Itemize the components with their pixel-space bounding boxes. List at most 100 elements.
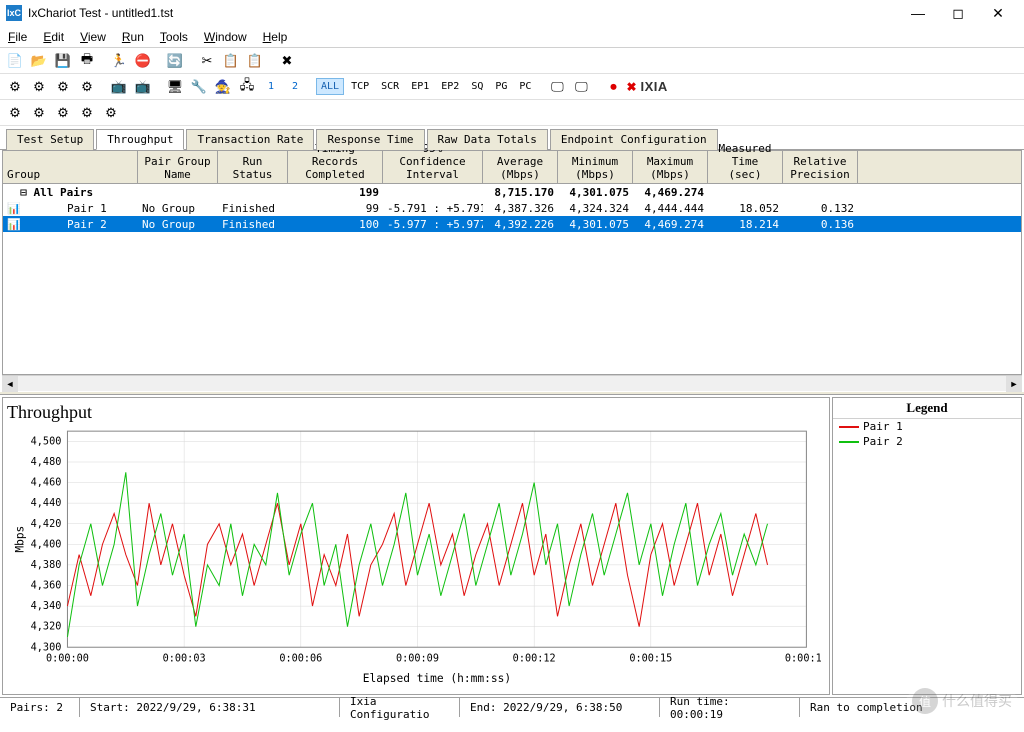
chart-area: Throughput 4,3004,3204,3404,3604,3804,40… xyxy=(0,395,1024,697)
tab-raw-data-totals[interactable]: Raw Data Totals xyxy=(427,129,548,150)
col-header[interactable]: Relative Precision xyxy=(783,151,858,183)
endpoint-icon[interactable]: ⚙ xyxy=(52,76,74,98)
cfg-icon[interactable]: 🔧 xyxy=(188,76,210,98)
net-icon[interactable]: ⚙ xyxy=(76,76,98,98)
tv1-icon[interactable]: 📺 xyxy=(108,76,130,98)
col-header[interactable]: Average (Mbps) xyxy=(483,151,558,183)
legend-item[interactable]: Pair 2 xyxy=(833,434,1021,449)
cycle-icon[interactable]: 🔄 xyxy=(164,50,186,72)
svg-text:4,460: 4,460 xyxy=(31,478,62,489)
col-header[interactable]: 95% Confidence Interval xyxy=(383,151,483,183)
t3-2-icon[interactable]: ⚙ xyxy=(28,102,50,124)
ixia-logo: ✖IXIA xyxy=(626,79,667,94)
summary-row[interactable]: ⊟ All Pairs1998,715.1704,301.0754,469.27… xyxy=(3,184,1021,200)
scroll-right-icon[interactable]: ► xyxy=(1006,376,1022,392)
filter-ep1[interactable]: EP1 xyxy=(406,78,434,95)
throughput-chart: 4,3004,3204,3404,3604,3804,4004,4204,440… xyxy=(7,423,821,688)
legend-title: Legend xyxy=(833,398,1021,419)
results-grid: GroupPair Group NameRun StatusTiming Rec… xyxy=(2,150,1022,375)
tab-response-time[interactable]: Response Time xyxy=(316,129,424,150)
run-icon[interactable]: 🏃 xyxy=(108,50,130,72)
status-runtime: Run time: 00:00:19 xyxy=(660,698,800,717)
status-start: Start: 2022/9/29, 6:38:31 xyxy=(80,698,340,717)
filter-tcp[interactable]: TCP xyxy=(346,78,374,95)
two-icon[interactable]: 2 xyxy=(284,76,306,98)
table-row[interactable]: 📊 Pair 2No GroupFinished100-5.977 : +5.9… xyxy=(3,216,1021,232)
maximize-button[interactable]: ◻ xyxy=(938,1,978,25)
t3-4-icon[interactable]: ⚙ xyxy=(76,102,98,124)
menu-run[interactable]: Run xyxy=(122,30,144,44)
menu-edit[interactable]: Edit xyxy=(43,30,64,44)
col-header[interactable]: Maximum (Mbps) xyxy=(633,151,708,183)
record-icon[interactable]: ⏺ xyxy=(602,76,624,98)
new-icon[interactable]: 📄 xyxy=(4,50,26,72)
col-header[interactable]: Pair Group Name xyxy=(138,151,218,183)
col-header[interactable]: Minimum (Mbps) xyxy=(558,151,633,183)
filter-pg[interactable]: PG xyxy=(490,78,512,95)
one-icon[interactable]: 1 xyxy=(260,76,282,98)
t3-1-icon[interactable]: ⚙ xyxy=(4,102,26,124)
menu-file[interactable]: File xyxy=(8,30,27,44)
cut-icon[interactable]: ✂ xyxy=(196,50,218,72)
tabs: Test Setup Throughput Transaction Rate R… xyxy=(0,126,1024,150)
svg-text:0:00:03: 0:00:03 xyxy=(163,654,206,665)
t3-5-icon[interactable]: ⚙ xyxy=(100,102,122,124)
filter-scr[interactable]: SCR xyxy=(376,78,404,95)
col-header[interactable]: Timing Records Completed xyxy=(288,151,383,183)
menu-help[interactable]: Help xyxy=(263,30,288,44)
chart-panel: Throughput 4,3004,3204,3404,3604,3804,40… xyxy=(2,397,830,695)
horizontal-scrollbar[interactable]: ◄ ► xyxy=(2,375,1022,391)
t3-3-icon[interactable]: ⚙ xyxy=(52,102,74,124)
filter-ep2[interactable]: EP2 xyxy=(436,78,464,95)
scroll-left-icon[interactable]: ◄ xyxy=(2,376,18,392)
stop-icon[interactable]: ⛔ xyxy=(132,50,154,72)
wiz-icon[interactable]: 🧙 xyxy=(212,76,234,98)
tab-throughput[interactable]: Throughput xyxy=(96,129,184,150)
open-icon[interactable]: 📂 xyxy=(28,50,50,72)
tab-endpoint-config[interactable]: Endpoint Configuration xyxy=(550,129,718,150)
svg-text:0:00:12: 0:00:12 xyxy=(513,654,556,665)
col-header[interactable]: Measured Time (sec) xyxy=(708,151,783,183)
menubar: File Edit View Run Tools Window Help xyxy=(0,26,1024,48)
pc-icon[interactable]: 🖥 xyxy=(164,76,186,98)
status-pairs: Pairs: 2 xyxy=(0,698,80,717)
delete-icon[interactable]: ✖ xyxy=(276,50,298,72)
app-icon: IxC xyxy=(6,5,22,21)
filter-pc[interactable]: PC xyxy=(514,78,536,95)
menu-tools[interactable]: Tools xyxy=(160,30,188,44)
statusbar: Pairs: 2 Start: 2022/9/29, 6:38:31 Ixia … xyxy=(0,697,1024,717)
print-icon[interactable]: 🖶 xyxy=(76,50,98,72)
svg-text:Elapsed time (h:mm:ss): Elapsed time (h:mm:ss) xyxy=(363,672,511,685)
svg-text:4,300: 4,300 xyxy=(31,642,62,653)
paste-icon[interactable]: 📋 xyxy=(244,50,266,72)
minimize-button[interactable]: — xyxy=(898,1,938,25)
pair-icon[interactable]: ⚙ xyxy=(4,76,26,98)
copy-icon[interactable]: 📋 xyxy=(220,50,242,72)
group-icon[interactable]: ⚙ xyxy=(28,76,50,98)
grid-body[interactable]: ⊟ All Pairs1998,715.1704,301.0754,469.27… xyxy=(3,184,1021,374)
mon2-icon[interactable]: 🖵 xyxy=(570,76,592,98)
filter-sq[interactable]: SQ xyxy=(466,78,488,95)
save-icon[interactable]: 💾 xyxy=(52,50,74,72)
svg-text:Mbps: Mbps xyxy=(14,526,27,553)
legend-item[interactable]: Pair 1 xyxy=(833,419,1021,434)
window-title: IxChariot Test - untitled1.tst xyxy=(28,6,898,20)
table-row[interactable]: 📊 Pair 1No GroupFinished99-5.791 : +5.79… xyxy=(3,200,1021,216)
svg-text:0:00:15: 0:00:15 xyxy=(629,654,672,665)
srv-icon[interactable]: 🖧 xyxy=(236,76,258,98)
menu-window[interactable]: Window xyxy=(204,30,247,44)
col-header[interactable]: Run Status xyxy=(218,151,288,183)
filter-all[interactable]: ALL xyxy=(316,78,344,95)
col-header[interactable]: Group xyxy=(3,151,138,183)
menu-view[interactable]: View xyxy=(80,30,106,44)
toolbar-edit: ⚙ ⚙ ⚙ ⚙ ⚙ xyxy=(0,100,1024,126)
svg-text:4,340: 4,340 xyxy=(31,601,62,612)
svg-text:4,360: 4,360 xyxy=(31,581,62,592)
tab-transaction-rate[interactable]: Transaction Rate xyxy=(186,129,314,150)
tab-test-setup[interactable]: Test Setup xyxy=(6,129,94,150)
tv2-icon[interactable]: 📺 xyxy=(132,76,154,98)
status-end: End: 2022/9/29, 6:38:50 xyxy=(460,698,660,717)
watermark: 值什么值得买 xyxy=(906,680,1018,722)
mon1-icon[interactable]: 🖵 xyxy=(546,76,568,98)
close-button[interactable]: ✕ xyxy=(978,1,1018,25)
